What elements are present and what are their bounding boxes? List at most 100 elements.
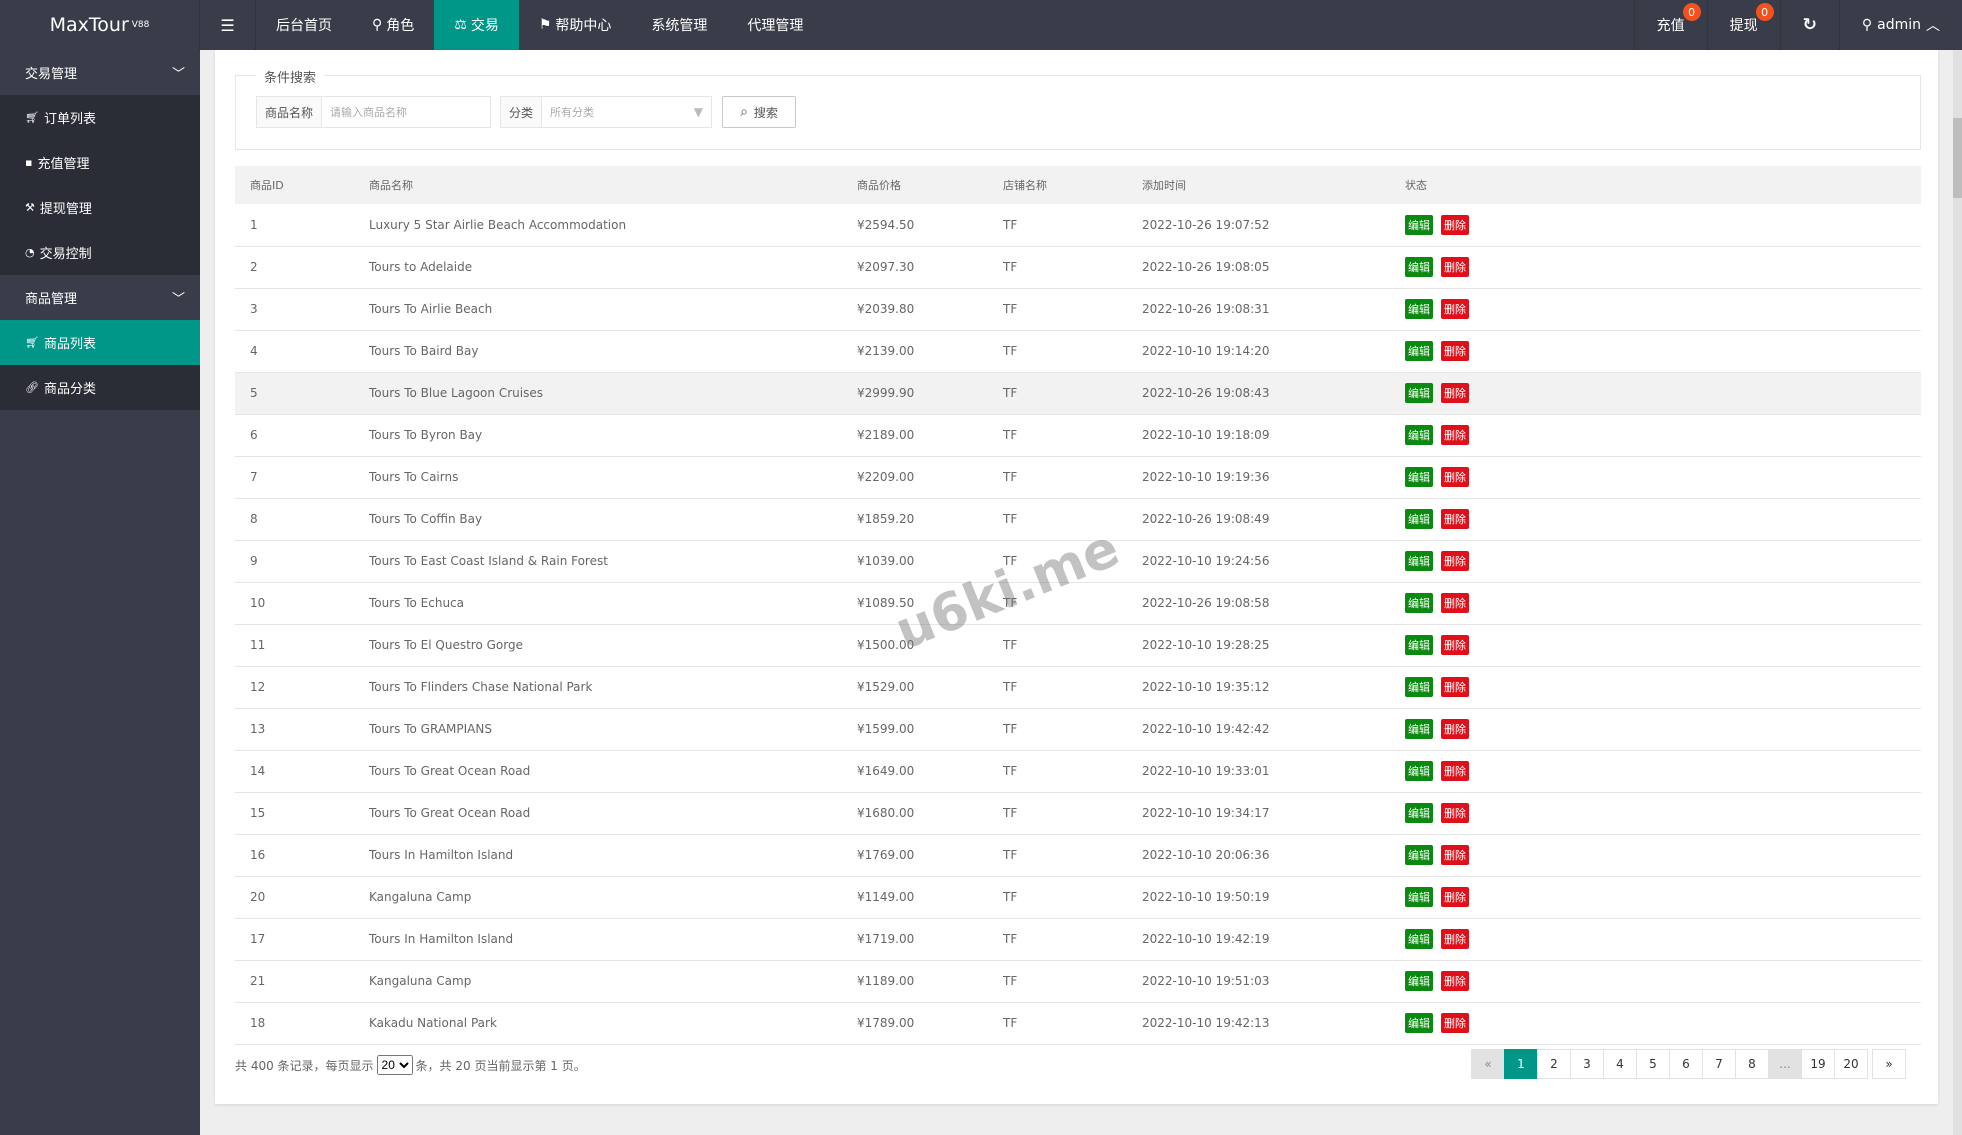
delete-button[interactable]: 删除 <box>1441 803 1469 823</box>
page-button-1[interactable]: 1 <box>1504 1049 1538 1079</box>
delete-button[interactable]: 删除 <box>1441 425 1469 445</box>
sidebar-group-1[interactable]: 商品管理 ﹀ <box>0 275 200 320</box>
nav-item-3[interactable]: ⚑ 帮助中心 <box>519 0 632 50</box>
delete-button[interactable]: 删除 <box>1441 299 1469 319</box>
delete-button[interactable]: 删除 <box>1441 509 1469 529</box>
delete-button[interactable]: 删除 <box>1441 635 1469 655</box>
cell-price: ¥2097.30 <box>842 246 988 289</box>
cell-name: Tours to Adelaide <box>354 246 842 289</box>
edit-button[interactable]: 编辑 <box>1405 677 1433 697</box>
edit-button[interactable]: 编辑 <box>1405 467 1433 487</box>
page-button-8[interactable]: 8 <box>1735 1049 1769 1079</box>
delete-button[interactable]: 删除 <box>1441 214 1469 235</box>
page-button-5[interactable]: 5 <box>1636 1049 1670 1079</box>
nav-item-5[interactable]: 代理管理 <box>727 0 823 50</box>
sidebar-item-0-2[interactable]: ⚒ 提现管理 <box>0 185 200 230</box>
cell-time: 2022-10-26 19:07:52 <box>1127 204 1390 247</box>
cell-time: 2022-10-10 19:51:03 <box>1127 960 1390 1003</box>
delete-button[interactable]: 删除 <box>1441 719 1469 739</box>
cell-shop: TF <box>988 204 1127 247</box>
delete-button[interactable]: 删除 <box>1441 677 1469 697</box>
delete-button[interactable]: 删除 <box>1441 383 1469 403</box>
edit-button[interactable]: 编辑 <box>1405 971 1433 991</box>
delete-button[interactable]: 删除 <box>1441 971 1469 991</box>
delete-button[interactable]: 删除 <box>1441 929 1469 949</box>
page-button-19[interactable]: 19 <box>1801 1049 1835 1079</box>
edit-button[interactable]: 编辑 <box>1405 509 1433 529</box>
edit-button[interactable]: 编辑 <box>1405 551 1433 571</box>
edit-button[interactable]: 编辑 <box>1405 887 1433 907</box>
sidebar-item-1-1[interactable]: 🔗︎ 商品分类 <box>0 365 200 410</box>
logo[interactable]: MaxTour V88 <box>0 0 200 50</box>
nav-item-2[interactable]: ⚖ 交易 <box>434 0 519 50</box>
recharge-button[interactable]: 充值 0 <box>1633 0 1707 50</box>
page-button-6[interactable]: 6 <box>1669 1049 1703 1079</box>
table-row: 7 Tours To Cairns ¥2209.00 TF 2022-10-10 19:… <box>235 456 1921 499</box>
page-button-7[interactable]: 7 <box>1702 1049 1736 1079</box>
table-row: 3 Tours To Airlie Beach ¥2039.80 TF 2022-10-… <box>235 288 1921 331</box>
table-row: 14 Tours To Great Ocean Road ¥1649.00 TF 202… <box>235 750 1921 793</box>
page-button-20[interactable]: 20 <box>1834 1049 1868 1079</box>
sidebar-item-0-0[interactable]: 🛒︎ 订单列表 <box>0 95 200 140</box>
nav-item-4[interactable]: 系统管理 <box>631 0 727 50</box>
edit-button[interactable]: 编辑 <box>1405 929 1433 949</box>
menu-toggle-icon[interactable]: ☰ <box>200 0 256 50</box>
delete-button[interactable]: 删除 <box>1441 593 1469 613</box>
sidebar-item-0-1[interactable]: ▪ 充值管理 <box>0 140 200 185</box>
edit-button[interactable]: 编辑 <box>1405 214 1433 235</box>
page-button-2[interactable]: 2 <box>1537 1049 1571 1079</box>
delete-button[interactable]: 删除 <box>1441 761 1469 781</box>
edit-button[interactable]: 编辑 <box>1405 1013 1433 1033</box>
cell-price: ¥1529.00 <box>842 666 988 709</box>
edit-button[interactable]: 编辑 <box>1405 299 1433 319</box>
sidebar-item-1-0[interactable]: 🛒︎ 商品列表 <box>0 320 200 365</box>
cell-actions: 编辑 删除 <box>1390 708 1921 751</box>
cell-shop: TF <box>988 414 1127 457</box>
cell-time: 2022-10-10 19:18:09 <box>1127 414 1390 457</box>
table-row: 16 Tours In Hamilton Island ¥1769.00 TF 2022… <box>235 834 1921 877</box>
refresh-icon[interactable]: ↻ <box>1779 0 1839 50</box>
cell-name: Tours To Great Ocean Road <box>354 792 842 835</box>
edit-button[interactable]: 编辑 <box>1405 719 1433 739</box>
nav-item-1[interactable]: ⚲ 角色 <box>352 0 434 50</box>
cell-time: 2022-10-10 20:06:36 <box>1127 834 1390 877</box>
product-name-input[interactable]: 请输入商品名称 <box>330 106 408 119</box>
sidebar-group-0[interactable]: 交易管理 ﹀ <box>0 50 200 95</box>
user-menu[interactable]: ⚲ admin ︿ <box>1838 0 1962 50</box>
edit-button[interactable]: 编辑 <box>1405 761 1433 781</box>
edit-button[interactable]: 编辑 <box>1405 845 1433 865</box>
withdraw-button[interactable]: 提现 0 <box>1706 0 1780 50</box>
edit-button[interactable]: 编辑 <box>1405 257 1433 277</box>
edit-button[interactable]: 编辑 <box>1405 383 1433 403</box>
nav-item-0[interactable]: 后台首页 <box>256 0 352 50</box>
delete-button[interactable]: 删除 <box>1441 341 1469 361</box>
edit-button[interactable]: 编辑 <box>1405 635 1433 655</box>
edit-button[interactable]: 编辑 <box>1405 425 1433 445</box>
cell-price: ¥1719.00 <box>842 918 988 961</box>
delete-button[interactable]: 删除 <box>1441 551 1469 571</box>
next-page-button[interactable]: » <box>1872 1049 1906 1079</box>
nav-label: 帮助中心 <box>555 18 612 34</box>
edit-button[interactable]: 编辑 <box>1405 803 1433 823</box>
delete-button[interactable]: 删除 <box>1441 887 1469 907</box>
gauge-icon: ◔ <box>25 246 35 259</box>
delete-button[interactable]: 删除 <box>1441 467 1469 487</box>
delete-button[interactable]: 删除 <box>1441 845 1469 865</box>
link-icon: 🔗︎ <box>25 381 39 394</box>
sidebar-item-0-3[interactable]: ◔ 交易控制 <box>0 230 200 275</box>
table-row: 10 Tours To Echuca ¥1089.50 TF 2022-10-26 19… <box>235 582 1921 625</box>
page-size-select[interactable]: 20 <box>376 1055 413 1075</box>
page-button-4[interactable]: 4 <box>1603 1049 1637 1079</box>
search-button[interactable]: ⌕ 搜索 <box>722 96 796 128</box>
page-button-3[interactable]: 3 <box>1570 1049 1604 1079</box>
cell-shop: TF <box>988 456 1127 499</box>
delete-button[interactable]: 删除 <box>1441 1013 1469 1033</box>
sidebar-item-label: 订单列表 <box>43 112 96 127</box>
category-select[interactable]: 分类 所有分类 ▼ <box>500 96 712 128</box>
scrollbar-thumb[interactable] <box>1953 118 1962 198</box>
scrollbar[interactable] <box>1953 50 1962 1135</box>
prev-page-button[interactable]: « <box>1471 1049 1505 1079</box>
edit-button[interactable]: 编辑 <box>1405 593 1433 613</box>
delete-button[interactable]: 删除 <box>1441 257 1469 277</box>
edit-button[interactable]: 编辑 <box>1405 341 1433 361</box>
